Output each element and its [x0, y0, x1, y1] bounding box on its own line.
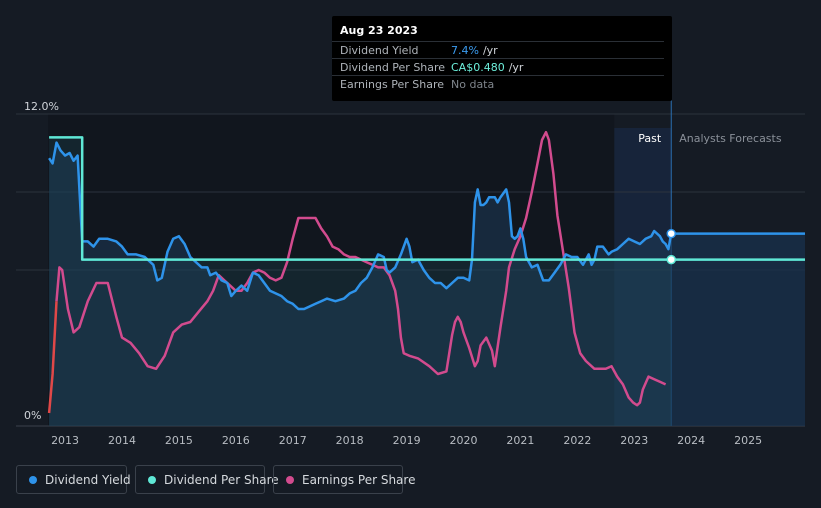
tooltip-value: 7.4% [451, 44, 479, 57]
chart-labels: 12.0% 0% 2013 2014 2015 2016 2017 2018 2019 2020 2… [24, 100, 782, 447]
tooltip-label: Dividend Per Share [340, 61, 446, 74]
dividend-per-share-marker [666, 254, 676, 265]
legend-earnings-per-share[interactable]: Earnings Per Share [273, 465, 415, 494]
x-tick-label: 2025 [734, 434, 762, 447]
dividend-yield-marker [666, 228, 676, 239]
legend-dot-icon [148, 476, 156, 484]
tooltip-row-dividend-yield: Dividend Yield 7.4%/yr [332, 41, 664, 59]
chart-lines [47, 130, 805, 414]
legend-label: Earnings Per Share [302, 473, 416, 487]
earnings-per-share-negative-segment [47, 301, 58, 414]
tooltip-unit: /yr [482, 44, 498, 57]
dividend-yield-line [48, 141, 673, 311]
y-tick-label: 0% [24, 409, 41, 422]
legend-dividend-yield[interactable]: Dividend Yield [16, 465, 131, 494]
x-tick-label: 2013 [51, 434, 79, 447]
legend-dot-icon [286, 476, 294, 484]
x-tick-label: 2015 [165, 434, 193, 447]
x-tick-label: 2021 [506, 434, 534, 447]
x-tick-label: 2017 [279, 434, 307, 447]
legend-label: Dividend Per Share [164, 473, 279, 487]
chart-markers [666, 100, 676, 265]
earnings-per-share-line [55, 130, 667, 407]
past-label: Past [638, 132, 662, 145]
tooltip-row-dividend-per-share: Dividend Per Share CA$0.480/yr [332, 58, 664, 76]
x-tick-label: 2022 [563, 434, 591, 447]
x-tick-label: 2019 [393, 434, 421, 447]
legend-dot-icon [29, 476, 37, 484]
x-tick-label: 2016 [222, 434, 250, 447]
legend-label: Dividend Yield [45, 473, 131, 487]
tooltip-value: No data [451, 78, 495, 91]
tooltip-value: CA$0.480 [451, 61, 505, 74]
x-tick-label: 2014 [108, 434, 136, 447]
x-tick-label: 2020 [449, 434, 477, 447]
x-tick-label: 2018 [336, 434, 364, 447]
y-tick-label: 12.0% [24, 100, 59, 113]
x-tick-label: 2023 [620, 434, 648, 447]
tooltip-date: Aug 23 2023 [340, 24, 418, 37]
forecast-label: Analysts Forecasts [679, 132, 782, 145]
dividend-per-share-area [49, 137, 672, 426]
dividend-per-share-line [49, 136, 672, 261]
legend-dividend-per-share[interactable]: Dividend Per Share [135, 465, 279, 494]
forecast-area [671, 233, 805, 426]
tooltip-row-earnings-per-share: Earnings Per Share No data [332, 75, 664, 93]
tooltip-label: Dividend Yield [340, 44, 419, 57]
tooltip: Aug 23 2023 Dividend Yield 7.4%/yr Divid… [332, 16, 672, 101]
tooltip-label: Earnings Per Share [340, 78, 445, 91]
x-tick-label: 2024 [677, 434, 705, 447]
tooltip-unit: /yr [508, 61, 524, 74]
